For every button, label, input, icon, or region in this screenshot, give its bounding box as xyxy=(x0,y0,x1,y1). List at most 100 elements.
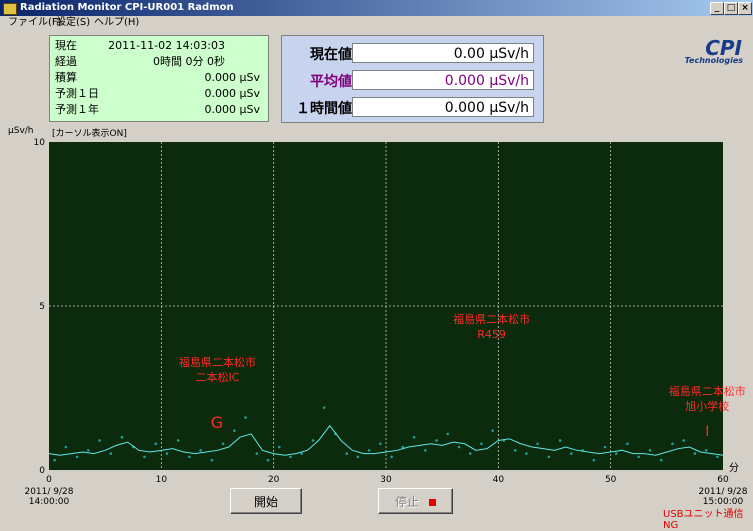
data-point xyxy=(671,442,674,446)
data-point xyxy=(435,439,438,442)
data-point xyxy=(614,452,618,455)
status-value: 0.000 μSv xyxy=(204,87,260,100)
data-point xyxy=(424,449,427,452)
x-tick-label: 0 xyxy=(46,475,52,485)
status-value: 2011-11-02 14:03:03 xyxy=(108,39,225,52)
data-point xyxy=(446,432,450,436)
data-point xyxy=(98,439,101,442)
data-point xyxy=(570,452,573,455)
stop-icon xyxy=(429,499,436,506)
annotation: G xyxy=(211,413,223,432)
data-point xyxy=(536,442,539,446)
data-point xyxy=(626,442,629,446)
menu-item[interactable]: ヘルプ(H) xyxy=(94,17,140,28)
data-point xyxy=(165,452,169,455)
logo: CPI Technologies xyxy=(676,36,746,68)
status-label: 予測１年 xyxy=(55,103,99,116)
data-point xyxy=(199,449,202,452)
logo-main: CPI xyxy=(705,36,742,60)
x-tick-label: 60 xyxy=(717,475,729,485)
data-point xyxy=(255,452,259,455)
data-point xyxy=(289,455,292,459)
data-point xyxy=(379,442,382,446)
status-row: 現在 2011-11-02 14:03:03 xyxy=(55,38,260,54)
maximize-button[interactable]: □ xyxy=(724,2,738,15)
annotation: I xyxy=(705,424,709,440)
annotation: R459 xyxy=(477,328,506,341)
reading-value: 0.00 μSv/h xyxy=(352,43,534,63)
annotation: 福島県二本松市 xyxy=(179,355,256,369)
window-title: Radiation Monitor CPI-UR001 Radmon xyxy=(20,2,234,13)
status-label: 現在 xyxy=(55,39,77,52)
status-value: 0.000 μSv xyxy=(204,71,260,84)
annotation: 福島県二本松市 xyxy=(453,312,530,326)
data-point xyxy=(300,452,304,455)
data-point xyxy=(480,442,483,446)
status-row: 予測１年 0.000 μSv xyxy=(55,102,260,118)
data-point xyxy=(87,449,90,452)
x-range-label: 15:00:00 xyxy=(703,497,744,507)
data-point xyxy=(176,439,180,442)
data-point xyxy=(547,455,551,459)
data-point xyxy=(188,455,191,459)
data-point xyxy=(603,445,607,449)
status-value: 0.000 μSv xyxy=(204,103,260,116)
data-point xyxy=(75,455,79,459)
data-point xyxy=(221,442,225,446)
x-tick-label: 10 xyxy=(156,475,168,485)
x-tick-label: 30 xyxy=(380,475,392,485)
data-point xyxy=(322,406,326,409)
data-point xyxy=(356,455,360,459)
stop-label: 停止 xyxy=(394,495,419,509)
start-button[interactable]: 開始 xyxy=(230,488,302,514)
data-point xyxy=(64,445,68,449)
status-row: 積算 0.000 μSv xyxy=(55,70,260,86)
menu-item[interactable]: ファイル(F) xyxy=(8,17,62,28)
data-point xyxy=(637,455,641,459)
app-icon xyxy=(3,3,17,15)
minimize-button[interactable]: _ xyxy=(710,2,724,15)
data-point xyxy=(345,452,348,455)
data-point xyxy=(412,435,416,439)
readings-panel: 現在値 0.00 μSv/h 平均値 0.000 μSv/h １時間値 0.000 μSv… xyxy=(281,35,544,123)
logo-sub: Technologies xyxy=(684,56,743,65)
x-range-label: 2011/ 9/28 xyxy=(698,487,747,497)
data-point xyxy=(513,449,517,452)
x-range-label: 14:00:00 xyxy=(29,497,70,507)
x-axis-label: 分 xyxy=(729,462,739,474)
data-point xyxy=(704,449,708,452)
data-point xyxy=(682,439,685,442)
data-point xyxy=(244,416,247,419)
status-value: 0時間 0分 0秒 xyxy=(153,55,225,68)
data-point xyxy=(558,439,562,442)
data-point xyxy=(233,429,236,432)
status-row: 経過 0時間 0分 0秒 xyxy=(55,54,260,70)
data-point xyxy=(592,458,596,462)
x-range-label: 2011/ 9/28 xyxy=(24,487,73,497)
x-tick-label: 40 xyxy=(493,475,505,485)
data-point xyxy=(311,439,315,442)
annotation: 旭小学校 xyxy=(685,399,729,413)
y-axis-label: μSv/h xyxy=(8,126,34,136)
data-point xyxy=(659,458,663,462)
reading-label: 平均値 xyxy=(310,74,352,90)
close-button[interactable]: × xyxy=(738,2,752,15)
data-point xyxy=(120,435,124,439)
data-point xyxy=(53,458,56,462)
menu-item[interactable]: 設定(S) xyxy=(56,17,91,28)
annotation: 福島県二本松市 xyxy=(669,384,746,398)
annotation: 二本松IC xyxy=(196,370,240,384)
data-line xyxy=(48,424,724,456)
y-tick-label: 0 xyxy=(39,466,45,476)
data-point xyxy=(266,458,270,462)
y-tick-label: 10 xyxy=(34,138,46,148)
data-point xyxy=(648,449,652,452)
menu-bar: ファイル(F) 設定(S) ヘルプ(H) xyxy=(0,16,753,30)
status-row: 予測１日 0.000 μSv xyxy=(55,86,260,102)
data-point xyxy=(277,445,281,449)
reading-label: 現在値 xyxy=(310,47,352,63)
status-label: 経過 xyxy=(55,55,77,68)
data-point xyxy=(457,445,461,449)
stop-button[interactable]: 停止 xyxy=(378,488,453,514)
